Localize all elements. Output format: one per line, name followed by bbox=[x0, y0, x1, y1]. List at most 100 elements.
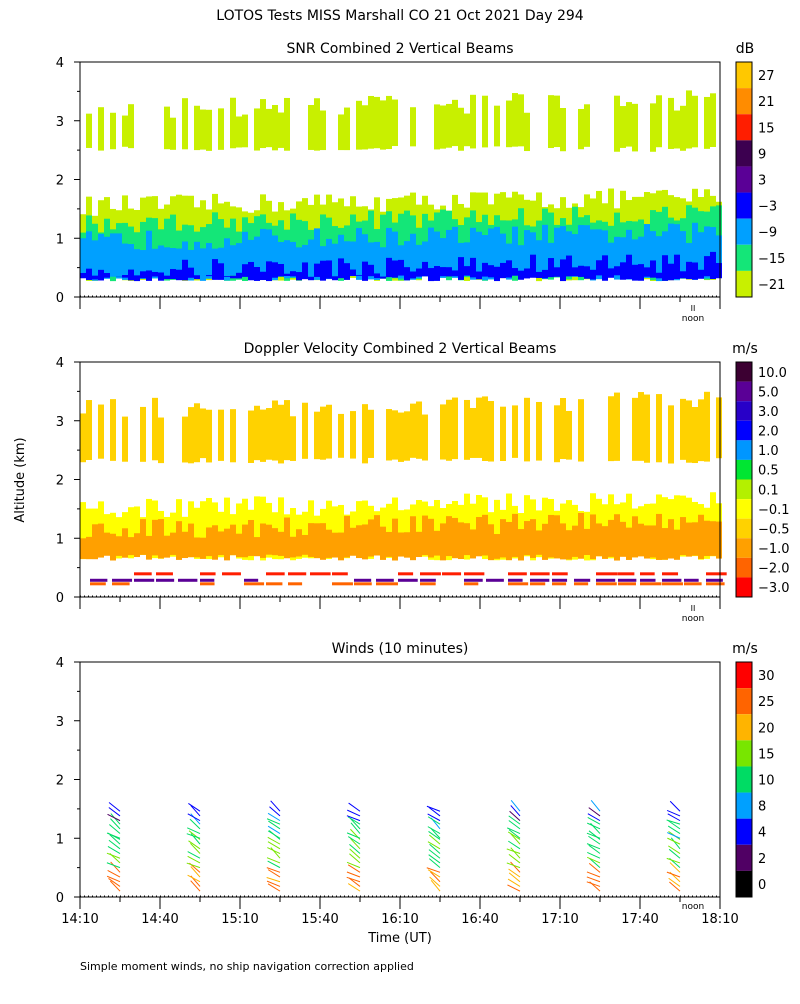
snr-colorbar-label: 21 bbox=[758, 95, 775, 110]
snr-cell bbox=[242, 264, 248, 277]
doppler-cell bbox=[686, 400, 692, 462]
doppler-cell bbox=[230, 409, 236, 462]
snr-cell bbox=[206, 275, 212, 276]
winds-xtick-label: 14:10 bbox=[61, 912, 98, 927]
wind-barb bbox=[591, 800, 600, 811]
snr-cell bbox=[464, 266, 470, 275]
snr-cell bbox=[248, 262, 254, 280]
wind-barb bbox=[347, 810, 360, 816]
wind-barb bbox=[587, 852, 600, 858]
snr-cell bbox=[392, 260, 398, 277]
doppler-colorbar-swatch bbox=[736, 362, 752, 382]
doppler-cell bbox=[686, 523, 692, 557]
snr-cell bbox=[590, 270, 596, 280]
doppler-cell bbox=[542, 524, 548, 560]
snr-cell bbox=[470, 95, 476, 149]
snr-cell bbox=[518, 271, 524, 280]
wind-barb bbox=[267, 848, 280, 854]
doppler-cell bbox=[704, 392, 710, 462]
doppler-cell bbox=[194, 537, 200, 557]
snr-cell bbox=[650, 103, 656, 151]
winds-xtick-label: 17:40 bbox=[621, 912, 658, 927]
doppler-cell bbox=[614, 393, 620, 461]
snr-cell bbox=[356, 228, 362, 280]
doppler-clutter-band bbox=[310, 572, 331, 575]
snr-cell bbox=[548, 258, 554, 277]
wind-barb bbox=[587, 823, 600, 829]
doppler-cell bbox=[194, 403, 200, 462]
doppler-cell bbox=[458, 522, 464, 559]
snr-panel-title: SNR Combined 2 Vertical Beams bbox=[286, 41, 513, 57]
snr-cell bbox=[260, 272, 266, 280]
winds-ytick-label: 0 bbox=[56, 891, 64, 906]
doppler-clutter-band bbox=[200, 579, 214, 582]
winds-colorbar-swatch bbox=[736, 819, 752, 845]
doppler-cell bbox=[182, 417, 188, 463]
snr-cell bbox=[524, 113, 530, 151]
snr-cell bbox=[122, 244, 128, 280]
wind-barb bbox=[188, 875, 200, 882]
wind-barb bbox=[188, 814, 200, 821]
winds-xtick-label: 18:10 bbox=[701, 912, 738, 927]
doppler-cell bbox=[350, 411, 356, 458]
doppler-cell bbox=[692, 407, 698, 463]
winds-plot-frame bbox=[80, 662, 720, 897]
snr-cell bbox=[164, 107, 170, 150]
snr-cell bbox=[122, 275, 128, 278]
doppler-cell bbox=[614, 514, 620, 560]
doppler-cell bbox=[110, 534, 116, 561]
doppler-ytick-label: 2 bbox=[56, 474, 64, 489]
snr-cell bbox=[668, 98, 674, 149]
doppler-cell bbox=[248, 411, 254, 463]
winds-ytick-label: 1 bbox=[56, 832, 64, 847]
doppler-cell bbox=[146, 536, 152, 560]
snr-colorbar-swatch bbox=[736, 88, 752, 114]
snr-cell bbox=[338, 114, 344, 150]
wind-barb bbox=[429, 850, 440, 859]
snr-cell bbox=[434, 104, 440, 149]
snr-cell bbox=[410, 271, 416, 278]
snr-cell bbox=[110, 113, 116, 149]
snr-cell bbox=[620, 106, 626, 148]
doppler-cell bbox=[476, 517, 482, 556]
noon-mark-snr: II bbox=[691, 304, 696, 313]
winds-colorbar-label: 8 bbox=[758, 800, 766, 815]
doppler-colorbar-swatch bbox=[736, 421, 752, 441]
doppler-cell bbox=[320, 407, 326, 460]
snr-cell bbox=[254, 108, 260, 150]
snr-cell bbox=[152, 272, 158, 277]
y-axis-label: Altitude (km) bbox=[13, 437, 28, 522]
wind-barb bbox=[349, 854, 360, 863]
winds-colorbar-swatch bbox=[736, 793, 752, 819]
doppler-colorbar-label: −0.1 bbox=[758, 503, 790, 518]
winds-colorbar-swatch bbox=[736, 845, 752, 871]
snr-cell bbox=[686, 262, 692, 279]
doppler-clutter-band bbox=[464, 582, 478, 585]
doppler-clutter-band bbox=[618, 579, 636, 582]
doppler-cell bbox=[116, 536, 122, 556]
winds-colorbar-label: 25 bbox=[758, 695, 775, 710]
snr-cell bbox=[398, 260, 404, 276]
snr-cell bbox=[308, 105, 314, 150]
snr-cell bbox=[236, 273, 242, 279]
winds-xtick-label: 17:10 bbox=[541, 912, 578, 927]
wind-barb bbox=[191, 814, 200, 825]
doppler-clutter-band bbox=[508, 579, 523, 582]
doppler-cell bbox=[398, 533, 404, 557]
doppler-clutter-band bbox=[508, 582, 528, 585]
snr-cell bbox=[620, 262, 626, 279]
wind-barb bbox=[349, 844, 360, 853]
doppler-colorbar-label: −3.0 bbox=[758, 581, 790, 596]
snr-cell bbox=[458, 108, 464, 151]
wind-barb bbox=[667, 820, 680, 824]
snr-cell bbox=[176, 270, 182, 280]
doppler-clutter-band bbox=[200, 572, 216, 575]
doppler-clutter-band bbox=[288, 572, 306, 575]
snr-cell bbox=[92, 276, 98, 280]
doppler-cell bbox=[476, 398, 482, 458]
snr-cell bbox=[272, 105, 278, 150]
doppler-cell bbox=[656, 394, 662, 462]
snr-cell bbox=[218, 108, 224, 150]
doppler-cell bbox=[122, 528, 128, 557]
